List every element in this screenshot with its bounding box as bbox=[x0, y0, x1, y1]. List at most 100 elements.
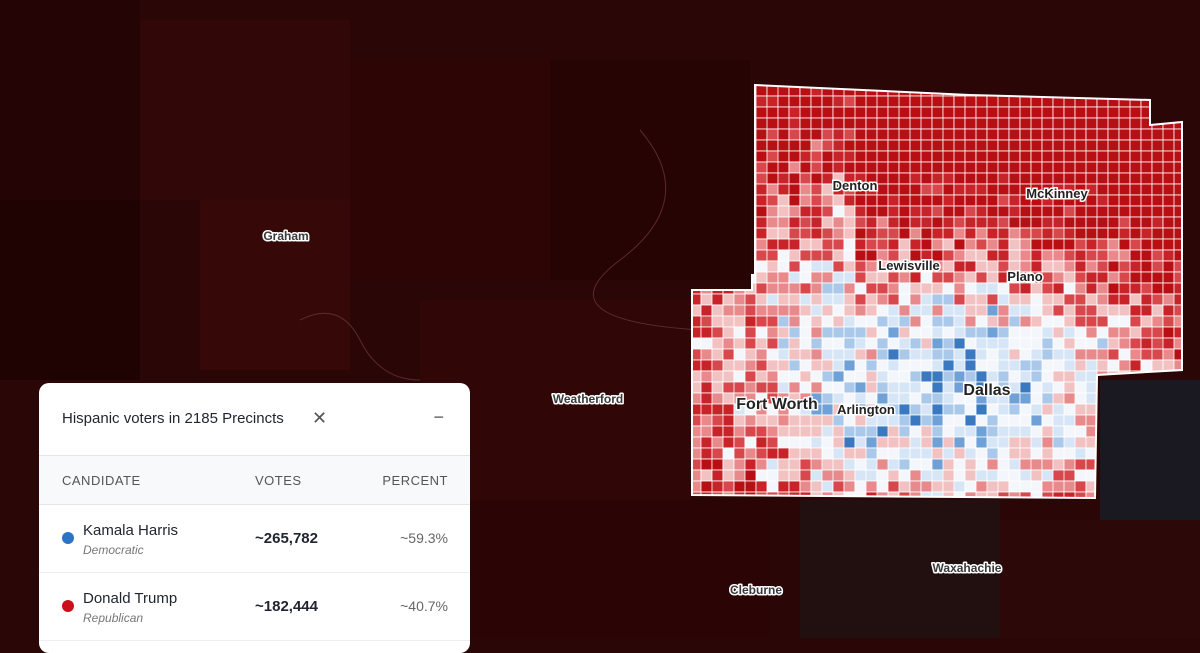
precinct bbox=[1063, 447, 1076, 460]
precinct bbox=[1063, 139, 1076, 152]
precinct bbox=[909, 414, 922, 427]
precinct bbox=[799, 414, 812, 427]
precinct bbox=[1063, 469, 1076, 482]
precinct bbox=[975, 315, 988, 328]
precinct bbox=[799, 271, 812, 284]
close-button[interactable]: ✕ bbox=[312, 408, 328, 428]
precinct bbox=[1162, 271, 1175, 284]
precinct bbox=[799, 370, 812, 383]
precinct bbox=[997, 425, 1010, 438]
precinct bbox=[1151, 85, 1164, 97]
precinct bbox=[788, 304, 801, 317]
panel-title: Hispanic voters in 2185 Precincts bbox=[62, 410, 284, 427]
place-label: Waxahachie bbox=[933, 561, 1002, 575]
precinct bbox=[1041, 403, 1054, 416]
precinct bbox=[964, 293, 977, 306]
precinct bbox=[887, 315, 900, 328]
precinct bbox=[777, 381, 790, 394]
precinct bbox=[1107, 139, 1120, 152]
precinct bbox=[711, 315, 724, 328]
city-label: Lewisville bbox=[878, 258, 939, 273]
minimize-button[interactable]: − bbox=[433, 407, 444, 427]
precinct bbox=[975, 172, 988, 185]
precinct bbox=[843, 469, 856, 482]
precinct bbox=[1118, 139, 1131, 152]
header-cell: CANDIDATE bbox=[62, 473, 141, 488]
precinct bbox=[1008, 381, 1021, 394]
precinct bbox=[1140, 271, 1153, 284]
precinct bbox=[942, 403, 955, 416]
precinct bbox=[821, 480, 834, 493]
precinct bbox=[975, 458, 988, 471]
precinct bbox=[975, 282, 988, 295]
precinct bbox=[942, 326, 955, 339]
precinct bbox=[876, 293, 889, 306]
precinct bbox=[953, 370, 966, 383]
precinct bbox=[1063, 293, 1076, 306]
candidate-row: Kamala Harris Democratic ~265,782 ~59.3% bbox=[39, 504, 470, 573]
precinct bbox=[887, 381, 900, 394]
precinct bbox=[711, 348, 724, 361]
precinct bbox=[843, 238, 856, 251]
precinct bbox=[986, 85, 999, 97]
precinct bbox=[788, 194, 801, 207]
precinct bbox=[1162, 238, 1175, 251]
city-label: Denton bbox=[833, 178, 878, 193]
precinct bbox=[975, 95, 988, 108]
precinct bbox=[1030, 447, 1043, 460]
precinct bbox=[810, 480, 823, 493]
precinct bbox=[1030, 205, 1043, 218]
precinct bbox=[1008, 414, 1021, 427]
precinct bbox=[986, 249, 999, 262]
precinct bbox=[865, 315, 878, 328]
precinct bbox=[799, 117, 812, 130]
precinct bbox=[898, 403, 911, 416]
precinct bbox=[1096, 337, 1109, 350]
precinct bbox=[832, 161, 845, 174]
precinct bbox=[920, 117, 933, 130]
precinct bbox=[1118, 337, 1131, 350]
precinct bbox=[953, 458, 966, 471]
precinct bbox=[1151, 95, 1175, 108]
precinct bbox=[1096, 172, 1109, 185]
precinct bbox=[1107, 337, 1120, 350]
precinct bbox=[755, 293, 768, 306]
precinct bbox=[1030, 326, 1043, 339]
precinct bbox=[1151, 172, 1164, 185]
precinct bbox=[843, 249, 856, 262]
precinct bbox=[1085, 139, 1098, 152]
precinct bbox=[953, 304, 966, 317]
precinct bbox=[887, 348, 900, 361]
precinct bbox=[964, 194, 977, 207]
precinct bbox=[1107, 205, 1120, 218]
precinct bbox=[722, 282, 735, 295]
precinct bbox=[1096, 238, 1109, 251]
precinct bbox=[1030, 150, 1043, 163]
precinct bbox=[1019, 106, 1032, 119]
precinct bbox=[1030, 392, 1043, 405]
precinct bbox=[953, 128, 966, 141]
precinct bbox=[997, 293, 1010, 306]
precinct bbox=[865, 216, 878, 229]
precinct bbox=[953, 172, 966, 185]
precinct bbox=[788, 95, 801, 108]
precinct bbox=[1063, 260, 1076, 273]
vote-percent: ~40.7% bbox=[400, 598, 448, 614]
precinct bbox=[898, 216, 911, 229]
precinct bbox=[986, 436, 999, 449]
precinct bbox=[887, 425, 900, 438]
precinct bbox=[997, 85, 1010, 97]
precinct bbox=[1019, 161, 1032, 174]
precinct bbox=[975, 205, 988, 218]
precinct bbox=[898, 370, 911, 383]
precinct bbox=[799, 183, 812, 196]
precinct bbox=[942, 282, 955, 295]
precinct bbox=[832, 469, 845, 482]
precinct bbox=[931, 304, 944, 317]
precinct bbox=[986, 370, 999, 383]
precinct bbox=[1074, 282, 1087, 295]
precinct bbox=[1085, 106, 1098, 119]
precinct bbox=[909, 480, 922, 493]
precinct bbox=[1162, 150, 1175, 163]
precinct bbox=[843, 194, 856, 207]
